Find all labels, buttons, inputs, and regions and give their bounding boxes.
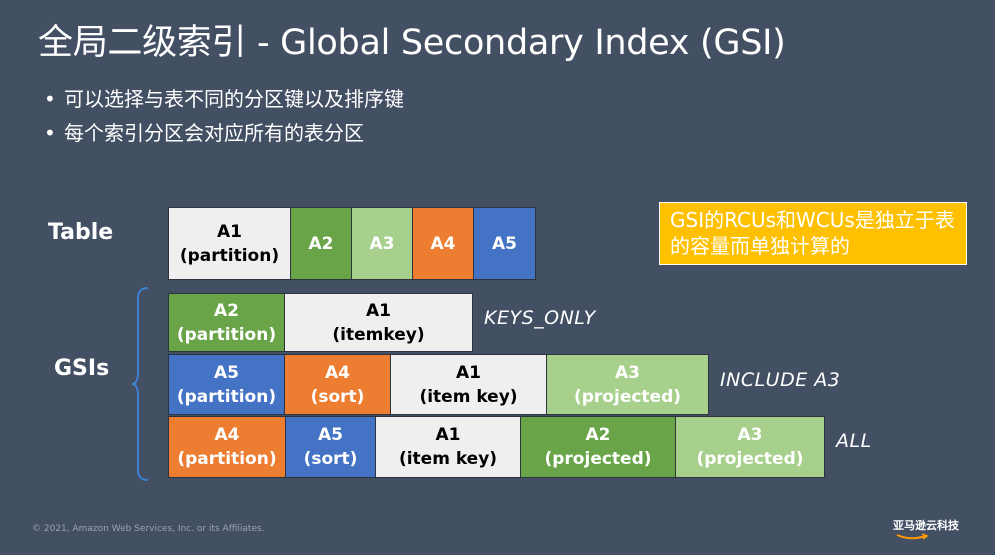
gsis-label: GSIs: [54, 356, 110, 381]
gsi-row-include: A5 (partition) A4 (sort) A1 (item key) A3 (proj…: [168, 354, 709, 415]
attribute-name: A4: [214, 425, 240, 445]
bullet-item: • 每个索引分区会对应所有的表分区: [44, 121, 364, 145]
attribute-cell-a1: A1 (item key): [376, 416, 521, 478]
attribute-name: A2: [585, 425, 611, 445]
attribute-name: A5: [318, 425, 343, 445]
attribute-cell-a4: A4: [413, 207, 474, 280]
attribute-cell-a1: A1 (item key): [391, 354, 547, 415]
attribute-name: A5: [214, 362, 239, 383]
bullet-text: 每个索引分区会对应所有的表分区: [64, 121, 364, 145]
attribute-role: (partition): [176, 386, 277, 407]
attribute-name: A2: [308, 233, 334, 254]
attribute-role: (projected): [573, 386, 682, 407]
table-label: Table: [48, 220, 114, 245]
attribute-name: A1: [217, 221, 242, 242]
attribute-name: A4: [430, 233, 456, 254]
attribute-role: (item key): [398, 449, 498, 469]
attribute-cell-a3: A3 (projected): [547, 354, 709, 415]
attribute-role: (partition): [179, 245, 280, 266]
attribute-role: (partition): [176, 324, 277, 345]
attribute-cell-a3: A3: [352, 207, 413, 280]
attribute-cell-a4: A4 (sort): [285, 354, 391, 415]
attribute-name: A1: [456, 362, 481, 383]
attribute-cell-a5: A5 (partition): [168, 354, 285, 415]
gsi-brace-icon: [131, 287, 149, 481]
attribute-name: A1: [435, 425, 461, 445]
slide-title: 全局二级索引 - Global Secondary Index (GSI): [38, 23, 786, 63]
gsi-row-all: A4 (partition) A5 (sort) A1 (item key) A2 (proj…: [168, 416, 825, 478]
attribute-name: A3: [615, 362, 640, 383]
attribute-name: A3: [369, 233, 395, 254]
attribute-name: A5: [492, 233, 517, 254]
attribute-cell-a5: A5: [474, 207, 536, 280]
logo-text: 亚马逊云科技: [893, 519, 959, 532]
attribute-role: (projected): [544, 449, 652, 469]
attribute-cell-a4: A4 (partition): [168, 416, 286, 478]
attribute-cell-a2: A2 (partition): [168, 293, 285, 352]
attribute-role: (sort): [303, 449, 358, 469]
attribute-cell-a1: A1 (partition): [168, 207, 291, 280]
projection-label: INCLUDE A3: [720, 369, 841, 391]
gsi-row-keys-only: A2 (partition) A1 (itemkey): [168, 293, 473, 352]
projection-label: KEYS_ONLY: [484, 307, 596, 329]
attribute-cell-a3: A3 (projected): [676, 416, 825, 478]
copyright-footer: © 2021, Amazon Web Services, Inc. or its…: [32, 524, 265, 534]
attribute-name: A4: [325, 362, 350, 383]
attribute-role: (projected): [696, 449, 804, 469]
bullet-text: 可以选择与表不同的分区键以及排序键: [64, 87, 404, 111]
smile-arrow-icon: [896, 533, 929, 540]
attribute-name: A1: [366, 300, 391, 321]
attribute-cell-a2: A2 (projected): [521, 416, 676, 478]
bullet-list: • 可以选择与表不同的分区键以及排序键 • 每个索引分区会对应所有的表分区: [44, 82, 404, 150]
attribute-cell-a2: A2: [291, 207, 352, 280]
gsi-capacity-note: GSI的RCUs和WCUs是独立于表的容量而单独计算的: [659, 202, 967, 265]
brand-logo: 亚马逊云科技: [893, 517, 959, 541]
attribute-role: (itemkey): [332, 324, 425, 345]
attribute-cell-a1: A1 (itemkey): [285, 293, 473, 352]
attribute-name: A2: [214, 300, 239, 321]
table-row: A1 (partition) A2 A3 A4 A5: [168, 207, 536, 280]
attribute-role: (partition): [177, 449, 277, 469]
attribute-role: (item key): [419, 386, 518, 407]
attribute-name: A3: [737, 425, 763, 445]
attribute-role: (sort): [310, 386, 365, 407]
projection-label: ALL: [836, 430, 872, 452]
attribute-cell-a5: A5 (sort): [286, 416, 376, 478]
bullet-item: • 可以选择与表不同的分区键以及排序键: [44, 87, 404, 111]
